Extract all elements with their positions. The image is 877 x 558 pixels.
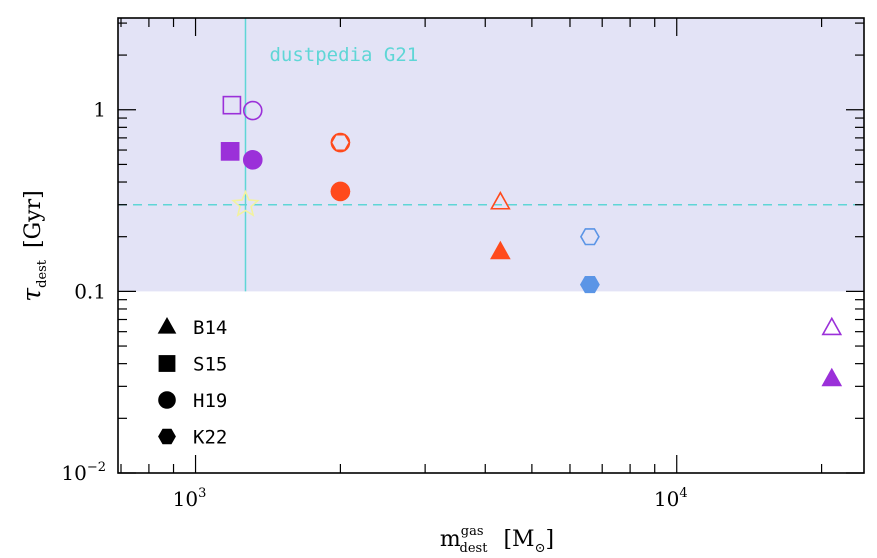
x-label-sup: gas (461, 524, 484, 539)
x-tick-label: 104 (654, 486, 688, 511)
legend-label: H19 (193, 390, 227, 412)
legend-marker-square (158, 355, 176, 372)
data-point-hexagon-open (330, 133, 351, 152)
legend-marker-hexagon (158, 428, 176, 445)
y-axis-label: τdest [Gyr] (17, 190, 50, 301)
legend-label: B14 (193, 317, 227, 339)
legend-marker-triangle (157, 316, 177, 334)
x-label-unit-sub: ⊙ (535, 541, 546, 556)
y-tick-label: 0.1 (74, 279, 106, 303)
x-label-unit-open: [M (503, 527, 534, 552)
x-label-unit-close: ] (545, 527, 554, 552)
y-tick-label: 1 (93, 98, 106, 122)
data-point-triangle-open (490, 191, 511, 210)
data-point-circle-open (242, 100, 263, 121)
shaded-region (118, 18, 864, 292)
x-tick-label: 103 (173, 486, 207, 511)
data-point-square-filled (220, 142, 240, 161)
data-point-hexagon-open (579, 228, 600, 246)
x-axis-label: mgas dest [M⊙] (440, 524, 554, 556)
data-points (220, 95, 843, 387)
plot-frame (117, 17, 865, 474)
data-point-triangle-filled (490, 240, 511, 260)
data-point-square-open (222, 95, 242, 115)
data-point-circle-filled (242, 150, 263, 170)
data-point-hexagon-filled (330, 182, 351, 201)
data-point-triangle-filled (821, 367, 843, 387)
legend-label: K22 (193, 427, 227, 449)
y-label-unit: [Gyr] (21, 190, 46, 248)
legend-marker-circle (158, 391, 176, 409)
reference-star-marker (231, 189, 260, 217)
y-tick-label: 10−2 (61, 460, 106, 485)
legend: B14 S15 H19 K22 (157, 316, 227, 449)
tick-labels: 103 104 1 0.1 10−2 (61, 98, 687, 511)
legend-label: S15 (193, 354, 227, 376)
x-label-sub: dest (460, 541, 489, 556)
reference-label: dustpedia G21 (269, 44, 418, 66)
y-label-sub: dest (35, 259, 50, 288)
x-label-main: m (440, 527, 461, 552)
data-point-hexagon-filled (579, 275, 600, 294)
data-point-triangle-open (821, 316, 843, 336)
y-label-main: τ (17, 287, 46, 302)
